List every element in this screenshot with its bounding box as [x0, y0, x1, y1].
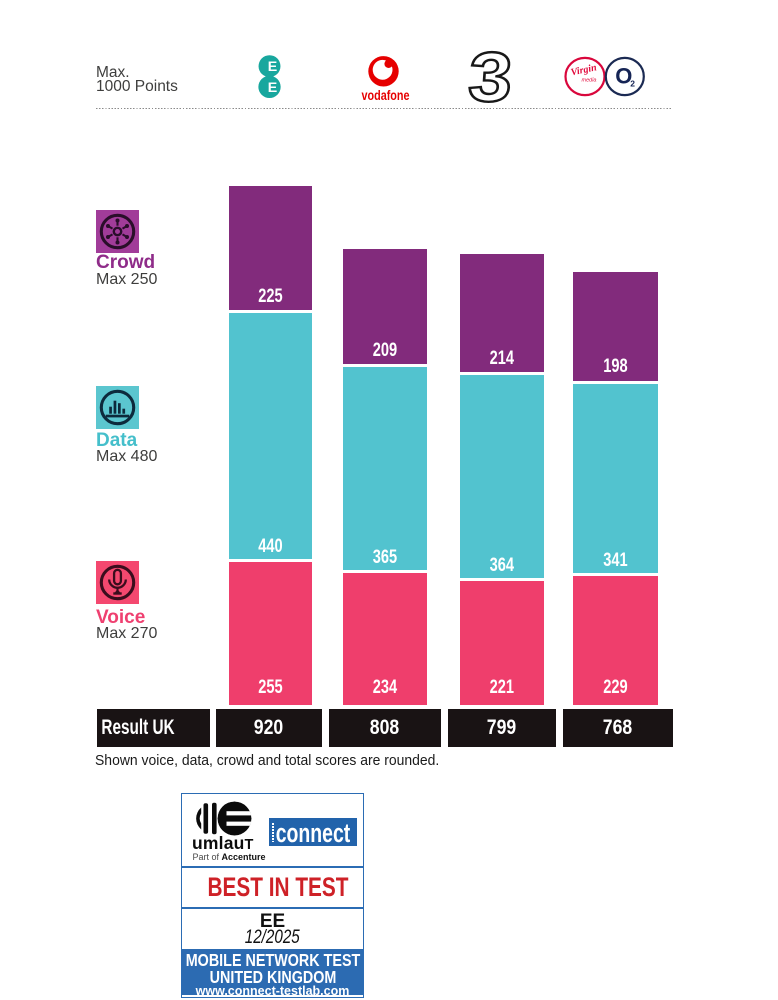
svg-text:2: 2 [630, 79, 635, 89]
svg-text:E: E [268, 59, 277, 75]
svg-text:media: media [582, 78, 597, 84]
svg-text:Virgin: Virgin [570, 62, 598, 78]
svg-text:O: O [615, 63, 632, 88]
svg-text:E: E [268, 80, 277, 96]
